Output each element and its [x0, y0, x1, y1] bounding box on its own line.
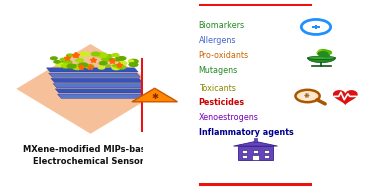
- Polygon shape: [16, 44, 165, 134]
- Text: Allergens: Allergens: [199, 36, 236, 45]
- FancyBboxPatch shape: [263, 155, 269, 158]
- Circle shape: [60, 58, 67, 61]
- Circle shape: [117, 65, 126, 70]
- Polygon shape: [53, 84, 145, 88]
- Text: Inflammatory agents: Inflammatory agents: [199, 129, 293, 137]
- Circle shape: [112, 64, 118, 67]
- Text: ✱: ✱: [151, 92, 158, 101]
- Circle shape: [63, 60, 72, 65]
- Circle shape: [78, 62, 88, 68]
- FancyBboxPatch shape: [312, 26, 320, 28]
- Circle shape: [64, 61, 70, 64]
- Circle shape: [53, 60, 61, 64]
- FancyBboxPatch shape: [238, 146, 273, 160]
- Circle shape: [61, 63, 71, 68]
- Circle shape: [73, 64, 84, 69]
- Circle shape: [319, 51, 328, 55]
- Circle shape: [111, 65, 121, 70]
- Circle shape: [128, 59, 134, 63]
- FancyBboxPatch shape: [254, 138, 257, 142]
- FancyBboxPatch shape: [315, 25, 317, 29]
- Circle shape: [56, 62, 65, 67]
- Polygon shape: [233, 141, 277, 146]
- FancyBboxPatch shape: [241, 150, 247, 153]
- FancyBboxPatch shape: [201, 5, 311, 184]
- Polygon shape: [132, 88, 177, 102]
- Circle shape: [105, 54, 113, 58]
- Circle shape: [323, 54, 330, 58]
- Circle shape: [117, 65, 124, 69]
- Circle shape: [111, 53, 120, 57]
- Polygon shape: [49, 73, 140, 77]
- Circle shape: [301, 19, 330, 34]
- Circle shape: [115, 64, 125, 69]
- Text: MXene-modified MIPs-based
Electrochemical Sensors: MXene-modified MIPs-based Electrochemica…: [23, 145, 158, 166]
- Circle shape: [117, 56, 127, 61]
- Circle shape: [96, 52, 108, 58]
- Polygon shape: [55, 89, 147, 93]
- FancyBboxPatch shape: [252, 150, 258, 153]
- Circle shape: [296, 90, 320, 102]
- Polygon shape: [51, 78, 142, 82]
- Text: Xenoestrogens: Xenoestrogens: [199, 113, 259, 122]
- Text: Biomarkers: Biomarkers: [199, 21, 245, 30]
- Circle shape: [50, 56, 58, 60]
- Circle shape: [109, 58, 115, 61]
- Ellipse shape: [308, 56, 335, 60]
- Text: ❋: ❋: [304, 92, 310, 98]
- FancyBboxPatch shape: [142, 59, 368, 130]
- Circle shape: [72, 64, 83, 70]
- Circle shape: [66, 53, 74, 57]
- Circle shape: [98, 66, 106, 70]
- Circle shape: [61, 64, 70, 69]
- Circle shape: [67, 64, 77, 69]
- Text: Pesticides: Pesticides: [199, 98, 245, 107]
- Polygon shape: [308, 58, 335, 63]
- FancyBboxPatch shape: [241, 155, 247, 158]
- FancyBboxPatch shape: [201, 59, 310, 130]
- Circle shape: [321, 50, 332, 55]
- Circle shape: [128, 59, 139, 64]
- Circle shape: [60, 60, 70, 65]
- Circle shape: [99, 61, 108, 66]
- Polygon shape: [46, 68, 138, 72]
- Circle shape: [84, 64, 95, 69]
- Circle shape: [74, 66, 82, 70]
- Circle shape: [91, 51, 100, 57]
- Circle shape: [105, 64, 111, 67]
- Circle shape: [118, 58, 124, 61]
- Circle shape: [109, 58, 116, 62]
- FancyBboxPatch shape: [252, 155, 258, 158]
- Polygon shape: [333, 90, 358, 105]
- Circle shape: [79, 52, 90, 57]
- Circle shape: [128, 62, 138, 67]
- Circle shape: [118, 61, 127, 66]
- Text: Toxicants: Toxicants: [199, 84, 236, 93]
- Circle shape: [317, 51, 328, 57]
- Polygon shape: [57, 94, 149, 98]
- Circle shape: [317, 49, 329, 55]
- Circle shape: [114, 57, 124, 62]
- Circle shape: [75, 58, 84, 63]
- FancyBboxPatch shape: [142, 6, 368, 183]
- Text: Pro-oxidants: Pro-oxidants: [199, 51, 249, 60]
- FancyBboxPatch shape: [252, 155, 259, 160]
- FancyBboxPatch shape: [263, 150, 269, 153]
- Text: Mutagens: Mutagens: [199, 66, 238, 75]
- Circle shape: [101, 57, 112, 62]
- Circle shape: [316, 50, 327, 56]
